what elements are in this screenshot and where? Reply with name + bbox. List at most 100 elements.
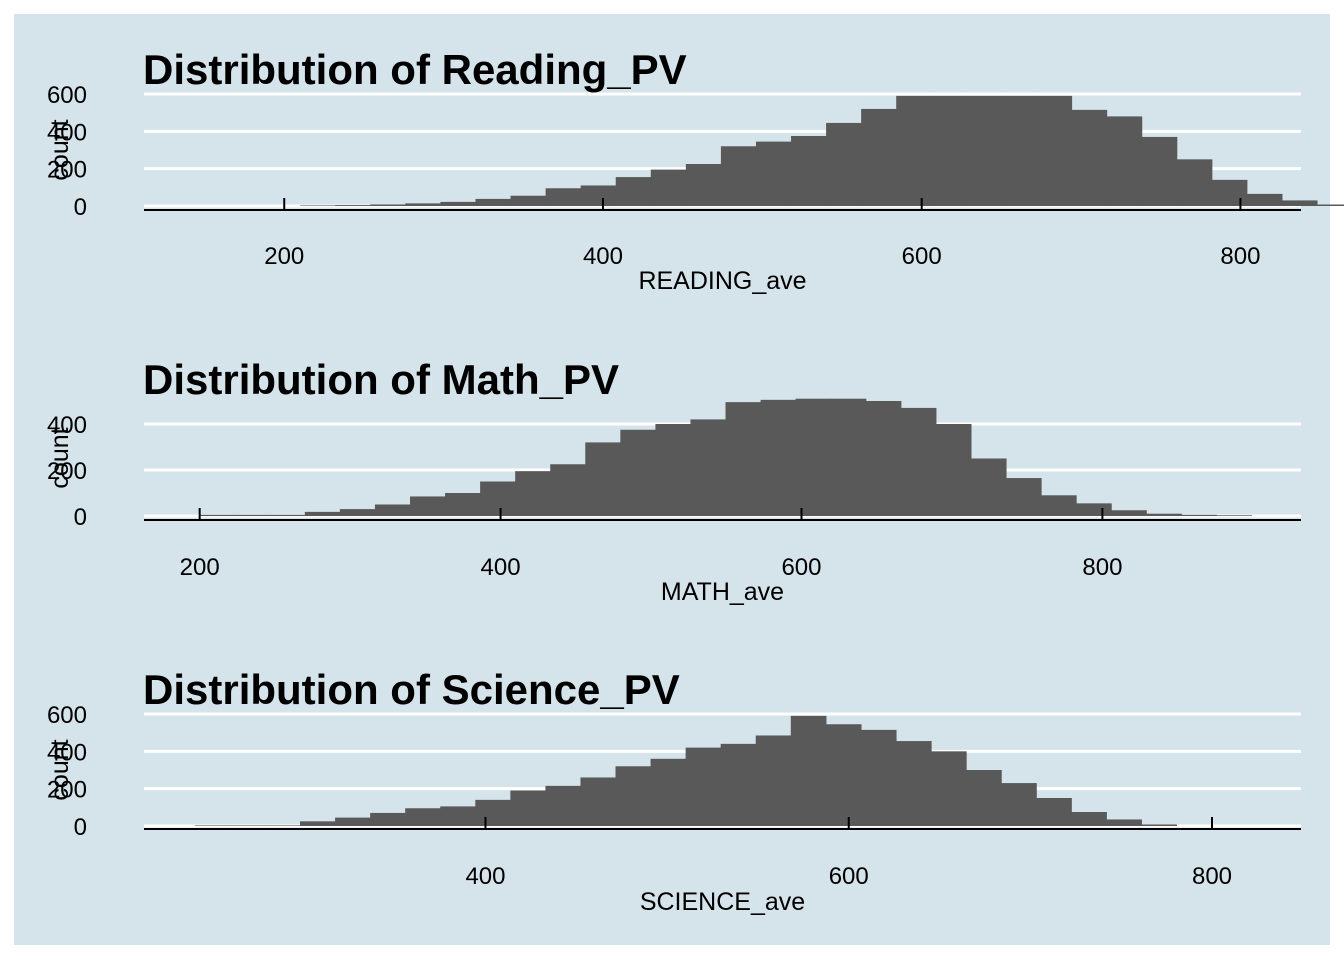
histogram-bar xyxy=(405,808,441,826)
histogram-bar xyxy=(1176,159,1213,206)
y-axis-title: count xyxy=(46,119,74,180)
histogram-bar xyxy=(335,205,371,206)
histogram-bar xyxy=(1216,515,1252,516)
y-tick-label: 200 xyxy=(47,777,87,804)
histogram-bar xyxy=(825,724,862,826)
histogram-bar xyxy=(1001,95,1038,206)
histogram-bar xyxy=(580,777,617,826)
histogram-bar xyxy=(1071,812,1107,826)
histogram-bar xyxy=(791,136,827,206)
histogram-bar xyxy=(760,399,797,516)
histogram-bar xyxy=(234,514,271,516)
histogram-bar xyxy=(685,747,722,826)
y-tick-label: 0 xyxy=(74,814,87,841)
histogram-bar xyxy=(1106,819,1142,826)
histogram-bar xyxy=(580,185,617,206)
histogram-bar xyxy=(440,201,477,206)
histogram-bar xyxy=(1111,510,1147,516)
y-tick-label: 0 xyxy=(74,504,87,531)
histogram-bar xyxy=(755,141,792,206)
y-tick-label: 400 xyxy=(47,739,87,766)
histogram-bar xyxy=(1246,193,1283,206)
histogram-bar xyxy=(1181,514,1217,516)
histogram-bar xyxy=(370,204,406,206)
histogram-bar xyxy=(515,471,551,516)
histogram-bar xyxy=(374,504,411,516)
x-tick-label: 600 xyxy=(781,554,821,581)
histogram-bar xyxy=(480,481,516,516)
histogram-bar xyxy=(1041,495,1077,516)
histogram-bar xyxy=(755,735,792,826)
histogram-bar xyxy=(510,195,547,206)
y-tick-label: 400 xyxy=(47,412,87,439)
histogram-bar xyxy=(550,464,586,516)
histogram-bar xyxy=(1141,824,1177,826)
x-tick-label: 400 xyxy=(481,554,521,581)
y-axis-title: count xyxy=(46,427,74,488)
histogram-bar xyxy=(650,758,687,826)
histogram-bar xyxy=(900,407,937,516)
histogram-bar xyxy=(440,806,476,826)
histogram-bar xyxy=(830,398,867,516)
histogram-bar xyxy=(1211,179,1248,206)
histogram-bar xyxy=(585,442,621,516)
y-tick-label: 200 xyxy=(47,458,87,485)
histogram-bar xyxy=(1146,513,1182,516)
x-tick-label: 800 xyxy=(1220,243,1260,270)
histogram-bar xyxy=(1106,116,1143,206)
histogram-bar xyxy=(510,790,547,826)
x-tick-label: 800 xyxy=(1082,554,1122,581)
histogram-bar xyxy=(896,95,932,206)
y-axis-title: count xyxy=(46,739,74,800)
histogram-bar xyxy=(339,509,376,516)
histogram-bar xyxy=(826,122,862,206)
x-tick-label: 600 xyxy=(829,863,869,890)
histogram-bar xyxy=(970,458,1007,516)
histogram-bar xyxy=(620,429,656,516)
histogram-bar xyxy=(1036,798,1072,826)
histogram-bar xyxy=(615,177,652,206)
histogram-bar xyxy=(685,164,722,206)
x-tick-label: 400 xyxy=(465,863,505,890)
chart-title: Distribution of Science_PV xyxy=(143,666,680,713)
histogram-bar xyxy=(370,812,406,826)
histogram-bar xyxy=(264,825,301,826)
histogram-bar xyxy=(935,424,972,516)
y-tick-label: 600 xyxy=(47,82,87,109)
y-tick-label: 400 xyxy=(47,119,87,146)
histogram-bar xyxy=(1036,95,1073,206)
x-axis-title: MATH_ave xyxy=(661,578,784,606)
x-tick-label: 400 xyxy=(583,243,623,270)
chart-title: Distribution of Reading_PV xyxy=(143,46,687,93)
histogram-bar xyxy=(410,496,446,516)
x-axis-title: READING_ave xyxy=(638,267,806,295)
histogram-bar xyxy=(1071,109,1108,206)
histogram-bar xyxy=(966,770,1002,826)
histogram-bar xyxy=(1005,478,1042,516)
histogram-bar xyxy=(650,169,687,206)
histogram-bar xyxy=(1316,204,1344,206)
histogram-bar xyxy=(966,95,1002,206)
histogram-bar xyxy=(795,398,832,516)
x-tick-label: 200 xyxy=(264,243,304,270)
histogram-bar xyxy=(335,817,371,826)
histogram-bar xyxy=(615,766,652,826)
histogram-bar xyxy=(300,205,336,206)
histogram-bar xyxy=(1076,503,1112,516)
y-tick-label: 200 xyxy=(47,157,87,184)
chart-title: Distribution of Math_PV xyxy=(143,356,619,403)
histogram-bar xyxy=(790,715,827,826)
histogram-bar xyxy=(269,514,306,516)
histogram-bar xyxy=(304,511,341,516)
histogram-bar xyxy=(860,729,897,826)
histogram-bar xyxy=(1001,783,1037,826)
histogram-bar xyxy=(545,188,582,206)
y-tick-label: 600 xyxy=(47,702,87,729)
histogram-bar xyxy=(194,825,231,826)
x-axis-title: SCIENCE_ave xyxy=(640,888,805,916)
histogram-bar xyxy=(865,401,902,516)
histogram-bar xyxy=(861,108,897,206)
histogram-bar xyxy=(229,825,266,826)
histogram-bar xyxy=(1281,200,1318,206)
x-tick-label: 800 xyxy=(1192,863,1232,890)
